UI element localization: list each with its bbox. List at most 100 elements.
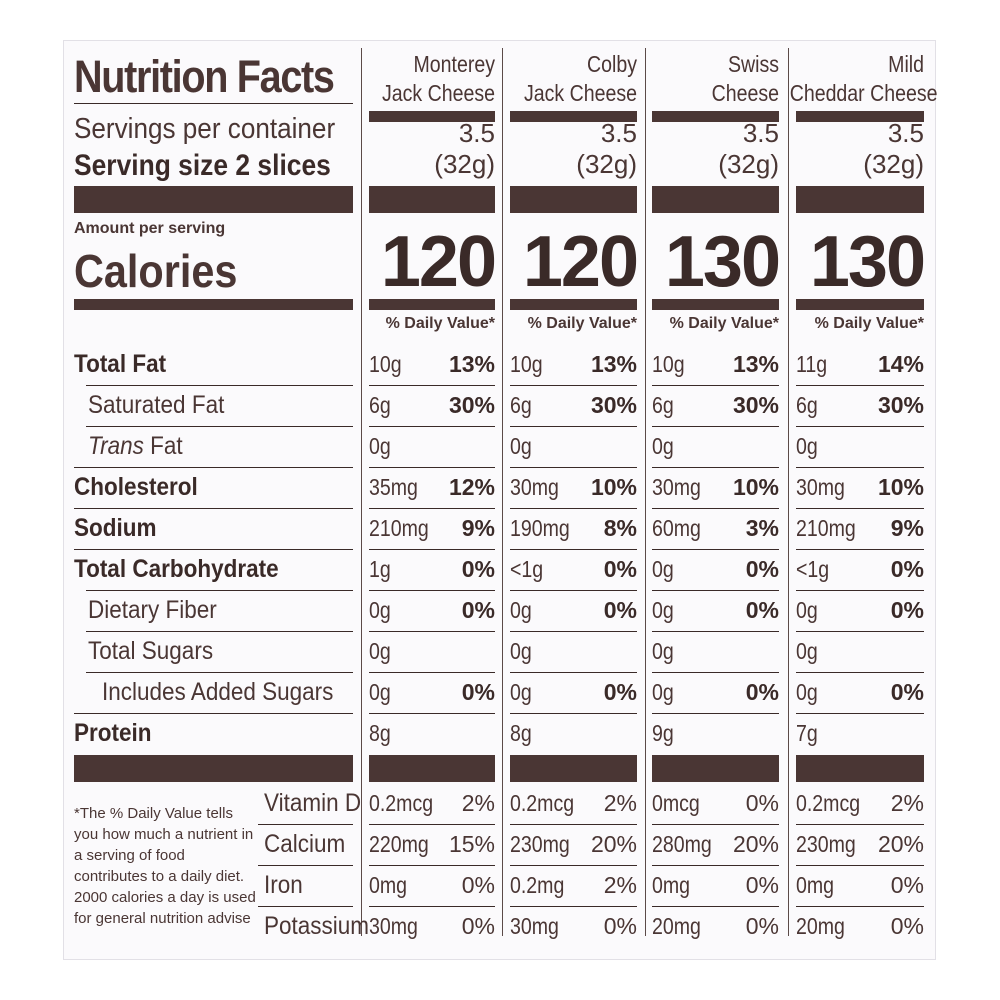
nutrient-daily-value: 10% bbox=[590, 474, 637, 500]
product-name-line1: Monterey bbox=[413, 51, 495, 77]
medium-divider-bar bbox=[369, 299, 495, 310]
nutrient-daily-value: 30% bbox=[732, 392, 779, 418]
nutrient-label-rest: Fat bbox=[143, 432, 183, 460]
vitamin-amount: 30mg bbox=[369, 913, 418, 939]
row-divider bbox=[74, 713, 353, 714]
column-divider bbox=[788, 48, 789, 936]
calories-value: 120 bbox=[522, 222, 639, 302]
row-divider bbox=[510, 467, 637, 468]
nutrient-amount: 0g bbox=[510, 638, 532, 664]
nutrient-amount: 30mg bbox=[510, 474, 559, 500]
nutrient-label: Dietary Fiber bbox=[88, 596, 217, 624]
servings-value: 3.5 (32g) bbox=[510, 118, 637, 180]
nutrient-amount: 30mg bbox=[652, 474, 701, 500]
row-divider bbox=[652, 824, 779, 825]
header-bar bbox=[369, 111, 495, 122]
medium-divider-bar bbox=[652, 299, 779, 310]
nutrient-amount: 10g bbox=[510, 351, 543, 377]
medium-divider-bar bbox=[510, 299, 637, 310]
nutrient-daily-value: 13% bbox=[732, 351, 779, 377]
thick-divider-bar bbox=[652, 755, 779, 782]
nutrient-amount: 60mg bbox=[652, 515, 701, 541]
nutrient-amount: 6g bbox=[652, 392, 674, 418]
row-divider bbox=[369, 672, 495, 673]
row-divider bbox=[86, 385, 353, 386]
nutrient-daily-value: 0% bbox=[461, 597, 495, 623]
row-divider bbox=[652, 549, 779, 550]
nutrient-amount: 190mg bbox=[510, 515, 570, 541]
servings-value: 3.5 (32g) bbox=[796, 118, 924, 180]
vitamin-amount: 0mg bbox=[652, 872, 691, 898]
vitamin-daily-value: 20% bbox=[877, 831, 924, 857]
product-name-line1: Mild bbox=[888, 51, 924, 77]
servings-per-container-label: Servings per container bbox=[74, 113, 336, 145]
nutrient-daily-value: 0% bbox=[461, 679, 495, 705]
calories-value: 130 bbox=[664, 222, 781, 302]
nutrient-daily-value: 14% bbox=[877, 351, 924, 377]
vitamin-daily-value: 20% bbox=[732, 831, 779, 857]
nutrient-amount: <1g bbox=[510, 556, 544, 582]
nutrient-daily-value: 30% bbox=[877, 392, 924, 418]
servings-per-container-value: 3.5 bbox=[887, 118, 924, 148]
vitamin-daily-value: 0% bbox=[461, 913, 495, 939]
nutrient-label: Protein bbox=[74, 719, 152, 747]
row-divider bbox=[510, 713, 637, 714]
nutrient-label: Cholesterol bbox=[74, 473, 198, 501]
vitamin-daily-value: 0% bbox=[745, 790, 779, 816]
product-name-line1: Swiss bbox=[727, 51, 779, 77]
product-name-line2: Jack Cheese bbox=[381, 80, 495, 106]
row-divider bbox=[369, 713, 495, 714]
product-name: Mild Cheddar Cheese bbox=[766, 50, 938, 108]
row-divider bbox=[652, 426, 779, 427]
nutrient-label: Saturated Fat bbox=[88, 391, 225, 419]
row-divider bbox=[86, 426, 353, 427]
row-divider bbox=[369, 865, 495, 866]
nutrient-amount: 11g bbox=[796, 351, 828, 377]
nutrient-daily-value: 13% bbox=[448, 351, 495, 377]
product-name: Swiss Cheese bbox=[622, 50, 779, 108]
row-divider bbox=[796, 865, 924, 866]
thick-divider-bar bbox=[74, 186, 353, 213]
vitamin-amount: 280mg bbox=[652, 831, 712, 857]
thick-divider-bar bbox=[796, 755, 924, 782]
servings-per-container-value: 3.5 bbox=[742, 118, 779, 148]
nutrient-amount: 6g bbox=[369, 392, 391, 418]
servings-per-container-value: 3.5 bbox=[458, 118, 495, 148]
vitamin-daily-value: 0% bbox=[603, 913, 637, 939]
nutrient-amount: 6g bbox=[796, 392, 818, 418]
nutrient-label: Trans Fat bbox=[88, 426, 183, 467]
serving-weight-value: (32g) bbox=[718, 149, 779, 179]
nutrient-daily-value: 10% bbox=[732, 474, 779, 500]
nutrient-amount: 0g bbox=[796, 679, 818, 705]
row-divider bbox=[258, 824, 353, 825]
nutrient-daily-value: 0% bbox=[603, 597, 637, 623]
serving-weight-value: (32g) bbox=[576, 149, 637, 179]
vitamin-amount: 0.2mcg bbox=[369, 790, 434, 816]
vitamin-label: Iron bbox=[264, 871, 303, 899]
thick-divider-bar bbox=[369, 186, 495, 213]
nutrient-label: Includes Added Sugars bbox=[102, 678, 334, 706]
row-divider bbox=[796, 713, 924, 714]
row-divider bbox=[369, 590, 495, 591]
nutrient-label: Sodium bbox=[74, 514, 157, 542]
nutrient-daily-value: 0% bbox=[461, 556, 495, 582]
daily-value-header: % Daily Value* bbox=[527, 315, 637, 332]
header-bar bbox=[510, 111, 637, 122]
row-divider bbox=[652, 906, 779, 907]
nutrient-daily-value: 30% bbox=[590, 392, 637, 418]
nutrient-label: Total Carbohydrate bbox=[74, 555, 279, 583]
nutrient-amount: 0g bbox=[510, 597, 532, 623]
vitamin-amount: 230mg bbox=[796, 831, 856, 857]
row-divider bbox=[796, 508, 924, 509]
vitamin-label: Calcium bbox=[264, 830, 346, 858]
nutrient-amount: 0g bbox=[796, 433, 818, 459]
row-divider bbox=[510, 824, 637, 825]
vitamin-daily-value: 0% bbox=[890, 872, 924, 898]
row-divider bbox=[258, 865, 353, 866]
product-name-line2: Jack Cheese bbox=[523, 80, 637, 106]
header-bar bbox=[652, 111, 779, 122]
row-divider bbox=[510, 906, 637, 907]
row-divider bbox=[510, 549, 637, 550]
row-divider bbox=[369, 549, 495, 550]
row-divider bbox=[796, 426, 924, 427]
